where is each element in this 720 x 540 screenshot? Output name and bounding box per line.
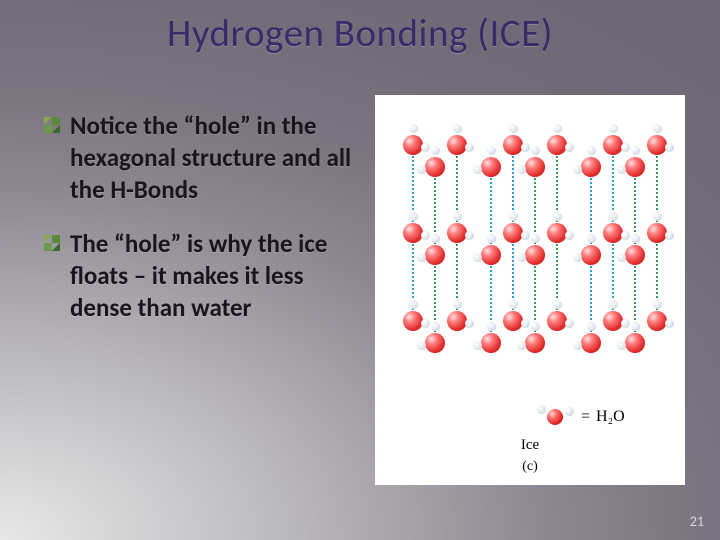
list-item: The “hole” is why the ice floats – it ma… — [44, 228, 354, 324]
list-item: Notice the “hole” in the hexagonal struc… — [44, 110, 354, 206]
legend: = H₂O — [535, 405, 625, 429]
figure-subcaption: (c) — [375, 459, 685, 475]
lattice-canvas — [375, 95, 685, 395]
bullet-icon — [44, 117, 60, 133]
bullet-text: The “hole” is why the ice floats – it ma… — [70, 228, 354, 324]
legend-equals: = — [581, 408, 590, 426]
bullet-icon — [44, 235, 60, 251]
slide-title: Hydrogen Bonding (ICE) — [0, 10, 720, 57]
figure-caption: Ice — [375, 437, 685, 454]
bullet-text: Notice the “hole” in the hexagonal struc… — [70, 110, 354, 206]
page-number: 21 — [690, 513, 704, 530]
legend-label: H₂O — [596, 408, 625, 426]
ice-lattice-figure: = H₂O Ice (c) — [375, 95, 685, 485]
bullet-list: Notice the “hole” in the hexagonal struc… — [44, 110, 354, 346]
slide: Hydrogen Bonding (ICE) Notice the “hole”… — [0, 0, 720, 540]
legend-molecule-icon — [535, 405, 575, 429]
